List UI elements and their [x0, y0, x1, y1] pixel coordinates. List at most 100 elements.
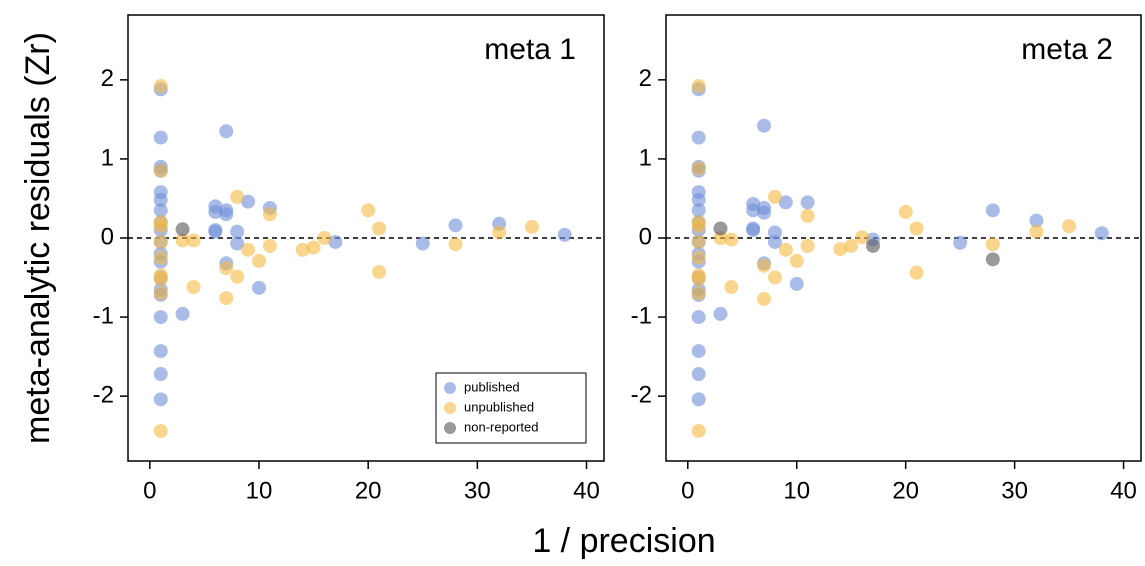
data-point: [985, 252, 1000, 267]
data-point: [208, 224, 223, 239]
data-point: [153, 272, 168, 287]
data-point: [767, 234, 782, 249]
data-point: [241, 242, 256, 257]
data-point: [153, 130, 168, 145]
data-point: [691, 219, 706, 234]
data-point: [153, 423, 168, 438]
legend-box: [435, 372, 587, 444]
data-point: [186, 233, 201, 248]
data-point: [724, 280, 739, 295]
data-point: [557, 227, 572, 242]
data-point: [524, 219, 539, 234]
data-point: [230, 236, 245, 251]
data-point: [691, 234, 706, 249]
y-tick-label: -2: [93, 381, 114, 408]
data-point: [230, 189, 245, 204]
data-point: [175, 306, 190, 321]
data-point: [767, 270, 782, 285]
data-point: [746, 223, 761, 238]
data-point: [328, 234, 343, 249]
legend-label: non-reported: [464, 419, 538, 434]
data-point: [789, 276, 804, 291]
legend-label: published: [464, 379, 520, 394]
data-point: [713, 221, 728, 236]
data-point: [175, 222, 190, 237]
data-point: [767, 189, 782, 204]
y-tick-label: 1: [639, 144, 652, 171]
data-point: [153, 203, 168, 218]
y-tick-label: 1: [101, 144, 114, 171]
x-tick-label: 0: [143, 477, 156, 504]
data-point: [800, 208, 815, 223]
data-point: [855, 230, 870, 245]
y-tick-label: -1: [93, 302, 114, 329]
data-point: [985, 203, 1000, 218]
data-point: [691, 161, 706, 176]
data-point: [778, 195, 793, 210]
x-tick-label: 20: [892, 477, 919, 504]
data-point: [833, 242, 848, 257]
data-point: [153, 344, 168, 359]
data-point: [230, 224, 245, 239]
data-point: [898, 204, 913, 219]
data-point: [800, 195, 815, 210]
data-point: [691, 203, 706, 218]
data-point: [153, 193, 168, 208]
data-point: [448, 218, 463, 233]
data-point: [175, 233, 190, 248]
x-tick-label: 0: [681, 477, 694, 504]
x-tick-label: 10: [783, 477, 810, 504]
data-point: [691, 250, 706, 265]
x-tick-label: 40: [573, 477, 600, 504]
x-tick-label: 30: [1001, 477, 1028, 504]
data-point: [262, 207, 277, 222]
data-point: [746, 203, 761, 218]
data-point: [241, 194, 256, 209]
data-point: [186, 280, 201, 295]
data-point: [691, 272, 706, 287]
data-point: [844, 238, 859, 253]
data-point: [153, 163, 168, 178]
data-point: [219, 291, 234, 306]
x-tick-label: 20: [355, 477, 382, 504]
data-point: [153, 286, 168, 301]
data-point: [789, 253, 804, 268]
data-point: [252, 280, 267, 295]
data-point: [865, 238, 880, 253]
data-point: [800, 238, 815, 253]
data-point: [1029, 224, 1044, 239]
data-point: [778, 242, 793, 257]
panel-title: meta 2: [1021, 33, 1113, 66]
y-axis-label: meta-analytic residuals (Zr): [19, 32, 57, 444]
data-point: [153, 392, 168, 407]
data-point: [317, 231, 332, 245]
y-tick-label: -1: [631, 302, 652, 329]
data-point: [295, 242, 310, 257]
data-point: [691, 79, 706, 94]
x-tick-label: 40: [1110, 477, 1137, 504]
data-point: [691, 344, 706, 359]
data-point: [372, 221, 387, 236]
data-point: [219, 124, 234, 139]
data-point: [306, 240, 321, 255]
data-point: [909, 221, 924, 236]
y-tick-label: 2: [101, 65, 114, 92]
data-point: [985, 237, 1000, 252]
data-point: [372, 265, 387, 280]
legend-marker: [444, 382, 456, 394]
data-point: [153, 234, 168, 249]
data-point: [361, 203, 376, 218]
x-tick-label: 10: [246, 477, 273, 504]
data-point: [153, 79, 168, 94]
data-point: [1029, 213, 1044, 228]
data-point: [492, 225, 507, 240]
data-point: [448, 237, 463, 252]
x-axis-label: 1 / precision: [532, 522, 715, 560]
data-point: [691, 286, 706, 301]
y-tick-label: 0: [639, 223, 652, 250]
x-tick-label: 30: [464, 477, 491, 504]
data-point: [757, 258, 772, 273]
data-point: [691, 392, 706, 407]
data-point: [757, 291, 772, 306]
data-point: [757, 205, 772, 220]
